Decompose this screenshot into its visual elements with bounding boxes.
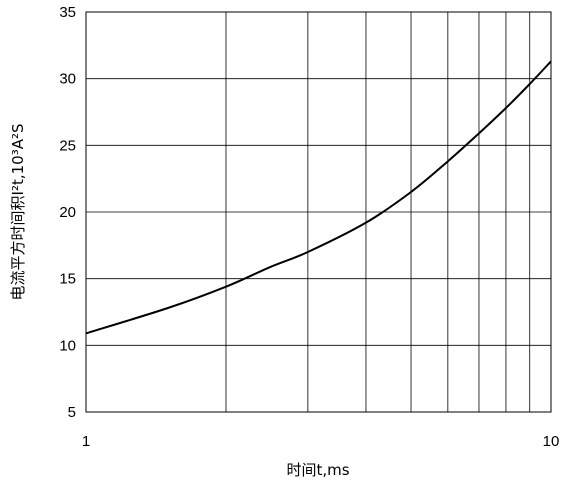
series-line bbox=[85, 60, 552, 335]
x-tick-label-10: 10 bbox=[543, 433, 560, 450]
x-tick-label-1: 1 bbox=[82, 433, 90, 450]
x-axis-label: 时间t,ms bbox=[286, 461, 349, 479]
plot-frame bbox=[85, 11, 552, 413]
y-tick-label: 20 bbox=[59, 204, 76, 221]
y-tick-labels: 5 10 15 20 25 30 35 bbox=[59, 4, 76, 421]
y-tick-label: 10 bbox=[59, 337, 76, 354]
y-tick-label: 5 bbox=[68, 404, 76, 421]
y-axis-label: 电流平方时间积I²t,10³A²S bbox=[9, 124, 27, 301]
y-tick-label: 30 bbox=[59, 71, 76, 88]
x-tick-labels: 1 10 bbox=[82, 433, 560, 450]
y-tick-label: 35 bbox=[59, 4, 76, 21]
y-tick-label: 15 bbox=[59, 271, 76, 288]
horizontal-gridlines bbox=[86, 78, 551, 346]
y-tick-label: 25 bbox=[59, 137, 76, 154]
